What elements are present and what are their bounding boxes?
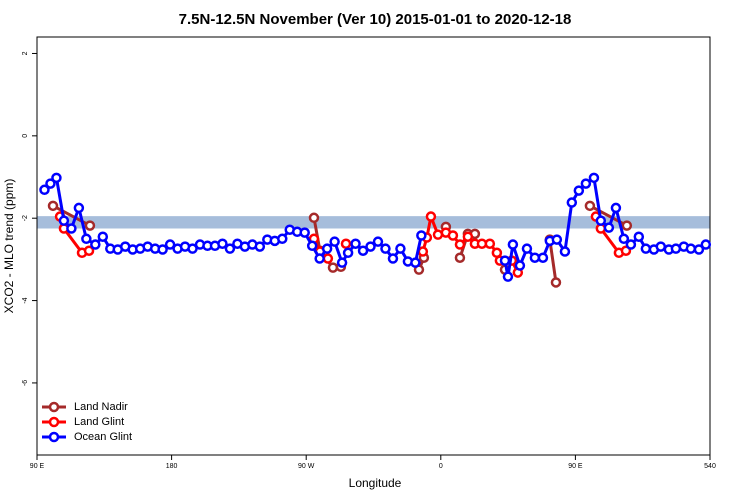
point <box>618 233 630 245</box>
point <box>90 239 101 250</box>
legend-marker <box>48 401 60 413</box>
point <box>625 239 637 250</box>
point <box>573 185 585 196</box>
y-axis-label: XCO2 - MLO trend (ppm) <box>2 179 16 314</box>
point <box>372 236 384 247</box>
x-tick-label: 0 <box>439 463 443 470</box>
point <box>81 233 92 245</box>
point <box>633 231 645 242</box>
point <box>164 239 176 250</box>
point <box>417 246 429 257</box>
point <box>97 231 109 242</box>
point <box>499 255 511 266</box>
x-tick-label: 90 E <box>30 463 45 470</box>
x-tick-label: 90 W <box>298 463 315 470</box>
point <box>588 172 600 184</box>
point <box>350 238 361 249</box>
y-tick-label: 0 <box>22 134 29 138</box>
x-tick-label: 180 <box>166 463 178 470</box>
point <box>83 245 95 256</box>
point <box>157 244 168 255</box>
point <box>685 243 697 254</box>
point <box>299 227 310 238</box>
point <box>584 200 596 212</box>
point <box>566 197 578 208</box>
legend-label: Land Glint <box>74 416 124 428</box>
point <box>454 252 466 263</box>
point <box>595 215 607 226</box>
point <box>700 239 712 250</box>
point <box>306 240 318 252</box>
point <box>380 243 391 254</box>
point <box>502 271 514 282</box>
y-tick-label: -2 <box>22 215 29 221</box>
point <box>365 241 376 252</box>
chart-title: 7.5N-12.5N November (Ver 10) 2015-01-01 … <box>179 11 572 28</box>
point <box>58 215 70 226</box>
point <box>73 202 85 214</box>
point <box>45 178 56 189</box>
point <box>336 257 348 268</box>
point <box>580 178 592 189</box>
point <box>551 234 563 245</box>
point <box>425 211 437 222</box>
point <box>395 243 406 254</box>
point <box>621 220 633 231</box>
point <box>655 241 667 252</box>
legend-marker <box>48 431 60 443</box>
point <box>322 253 334 264</box>
point <box>454 239 466 250</box>
point <box>39 184 50 196</box>
point <box>416 230 427 241</box>
point <box>507 239 519 250</box>
point <box>357 245 369 256</box>
x-tick-label: 90 E <box>568 463 583 470</box>
point <box>254 241 266 252</box>
point <box>462 231 474 242</box>
x-axis-label: Longitude <box>349 476 402 490</box>
y-tick-label: -4 <box>22 297 29 303</box>
point <box>329 236 340 247</box>
point <box>47 200 59 212</box>
legend-label: Ocean Glint <box>74 431 132 443</box>
legend-label: Land Nadir <box>74 401 128 413</box>
point <box>521 243 533 254</box>
point <box>529 252 541 263</box>
point <box>484 238 496 249</box>
point <box>640 243 652 254</box>
point <box>217 238 228 249</box>
point <box>342 247 354 259</box>
point <box>514 260 526 271</box>
point <box>447 230 459 241</box>
point <box>66 223 77 234</box>
point <box>187 243 198 254</box>
point <box>84 220 96 231</box>
y-tick-label: 2 <box>22 51 29 55</box>
point <box>537 252 549 263</box>
point <box>610 202 622 214</box>
y-tick-label: -6 <box>22 380 29 386</box>
point <box>224 243 236 254</box>
point <box>603 222 615 233</box>
point <box>277 233 288 245</box>
point <box>693 244 705 255</box>
point <box>387 253 399 264</box>
x-tick-label: 540 <box>704 463 716 470</box>
point <box>51 172 62 184</box>
point <box>340 238 352 249</box>
point <box>308 212 320 224</box>
point <box>550 277 562 288</box>
point <box>321 243 333 254</box>
point <box>559 246 571 257</box>
legend-marker <box>48 416 60 428</box>
point <box>314 253 325 264</box>
reference-band <box>37 216 710 229</box>
point <box>410 257 421 268</box>
